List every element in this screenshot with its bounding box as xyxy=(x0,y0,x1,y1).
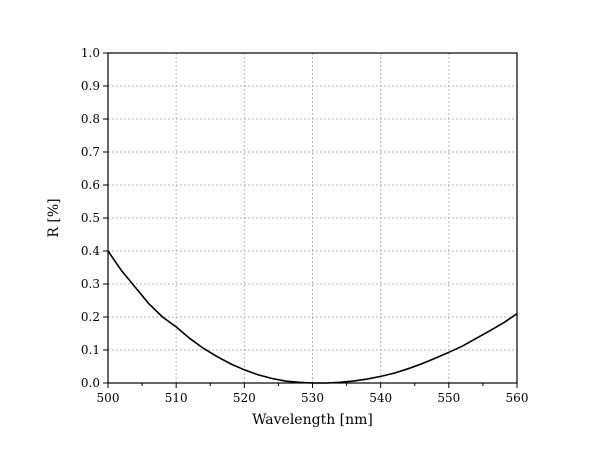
y-tick-label: 0.7 xyxy=(81,145,100,159)
y-tick-label: 0.6 xyxy=(81,178,100,192)
grid-lines xyxy=(108,53,517,383)
x-axis-title: Wavelength [nm] xyxy=(252,412,373,428)
y-tick-label: 1.0 xyxy=(81,46,100,60)
y-tick-label: 0.8 xyxy=(81,112,100,126)
plot-frame xyxy=(107,52,518,384)
y-tick-label: 0.3 xyxy=(81,277,100,291)
x-tick-label: 520 xyxy=(233,391,256,405)
x-tick-label: 530 xyxy=(301,391,324,405)
y-tick-label: 0.1 xyxy=(81,343,100,357)
x-tick-label: 500 xyxy=(97,391,120,405)
x-tick-label: 550 xyxy=(437,391,460,405)
y-tick-label: 0.2 xyxy=(81,310,100,324)
x-tick-label: 540 xyxy=(369,391,392,405)
axis-ticks xyxy=(103,52,518,388)
y-axis-title: R [%] xyxy=(46,198,62,237)
x-tick-label: 560 xyxy=(506,391,529,405)
y-tick-label: 0.4 xyxy=(81,244,100,258)
y-tick-label: 0.0 xyxy=(81,376,100,390)
y-tick-label: 0.9 xyxy=(81,79,100,93)
x-tick-label: 510 xyxy=(165,391,188,405)
tick-labels: 500 510 520 530 540 550 560 0.0 0.1 0.2 0.3 0.4 0.5 0… xyxy=(81,46,529,405)
y-tick-label: 0.5 xyxy=(81,211,100,225)
